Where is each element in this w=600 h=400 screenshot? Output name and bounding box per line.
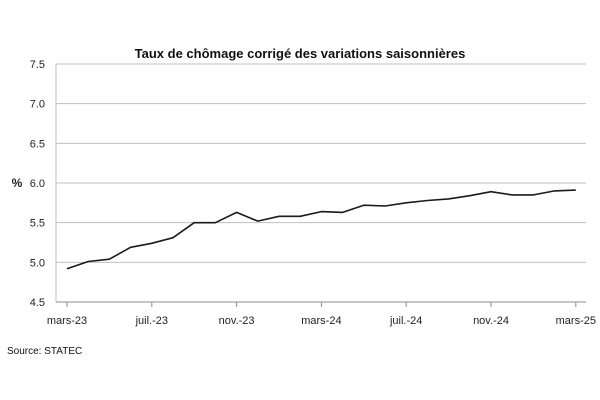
- y-tick-label: 6.5: [30, 138, 45, 150]
- gridlines: [56, 63, 586, 263]
- y-tick-label: 6.0: [30, 178, 45, 190]
- y-axis: 4.5 5.0 5.5 6.0 6.5 7.0 7.5%: [12, 59, 57, 309]
- x-tick-label: juil.-24: [389, 315, 422, 327]
- y-axis-label: %: [12, 176, 23, 190]
- y-tick-label: 7.5: [30, 59, 45, 71]
- x-tick-label: juil.-23: [135, 315, 168, 327]
- source-note: Source: STATEC: [7, 346, 83, 357]
- x-tick-label: mars-24: [301, 315, 341, 327]
- y-tick-label: 4.5: [30, 297, 45, 309]
- x-tick-label: mars-25: [556, 315, 596, 327]
- x-tick-label: mars-23: [47, 315, 87, 327]
- y-tick-label: 5.0: [30, 257, 45, 269]
- series-line: [66, 189, 576, 270]
- series-layer: [66, 189, 576, 270]
- chart-title: Taux de chômage corrigé des variations s…: [134, 46, 466, 61]
- x-tick-label: nov.-23: [219, 315, 255, 327]
- x-axis: mars-23 juil.-23 nov.-23 mars-24 juil.-24 nov…: [47, 301, 596, 327]
- y-tick-label: 5.5: [30, 218, 45, 230]
- y-tick-label: 7.0: [30, 99, 45, 111]
- x-tick-label: nov.-24: [473, 315, 509, 327]
